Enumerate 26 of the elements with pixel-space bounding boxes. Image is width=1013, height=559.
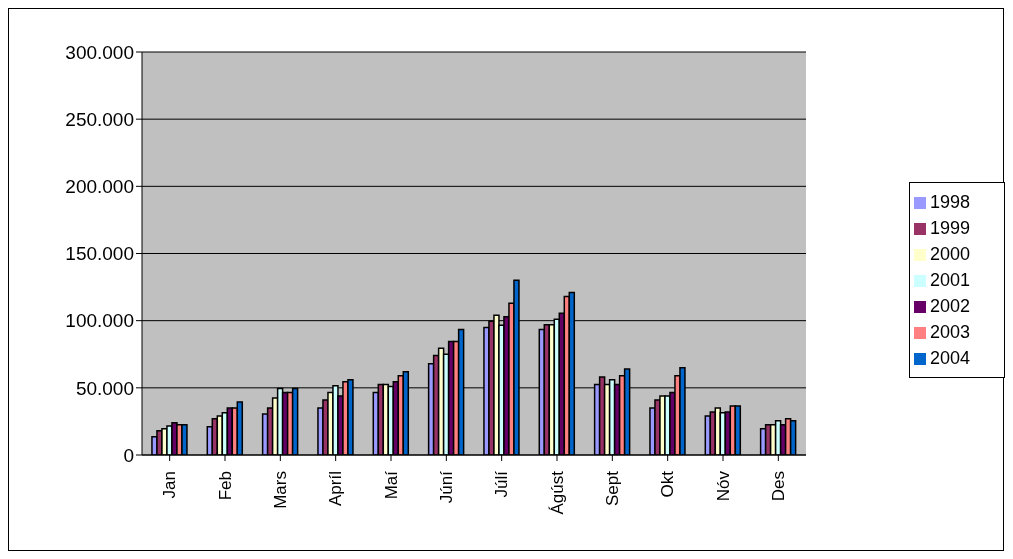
x-tick-label: Sept <box>602 470 622 506</box>
y-tick-label: 200.000 <box>65 176 134 198</box>
x-tick-label: Jan <box>160 471 180 499</box>
x-tick-label: Júní <box>436 470 456 504</box>
x-tick-label: Maí <box>381 470 401 500</box>
y-tick-label: 0 <box>123 444 134 466</box>
x-tick-label: Des <box>768 471 788 502</box>
y-tick-label: 300.000 <box>65 41 134 63</box>
legend-label: 1999 <box>930 217 971 238</box>
x-tick-label: Ágúst <box>547 470 567 515</box>
legend-label: 1998 <box>930 191 971 212</box>
x-tick-label: Okt <box>658 470 678 498</box>
legend-label: 2003 <box>930 321 971 342</box>
legend-label: 2004 <box>930 347 971 368</box>
x-tick-label: Júlí <box>492 470 512 498</box>
y-tick-label: 150.000 <box>65 243 134 265</box>
y-tick-label: 50.000 <box>75 377 134 399</box>
y-tick-label: 100.000 <box>65 310 134 332</box>
legend-label: 2000 <box>930 243 971 264</box>
x-tick-label: Mars <box>270 471 290 509</box>
y-tick-label: 250.000 <box>65 108 134 130</box>
x-tick-label: Nóv <box>713 470 733 502</box>
legend-label: 2002 <box>930 295 971 316</box>
x-tick-label: Feb <box>215 471 235 501</box>
legend-label: 2001 <box>930 269 971 290</box>
x-tick-label: Apríl <box>326 471 346 506</box>
